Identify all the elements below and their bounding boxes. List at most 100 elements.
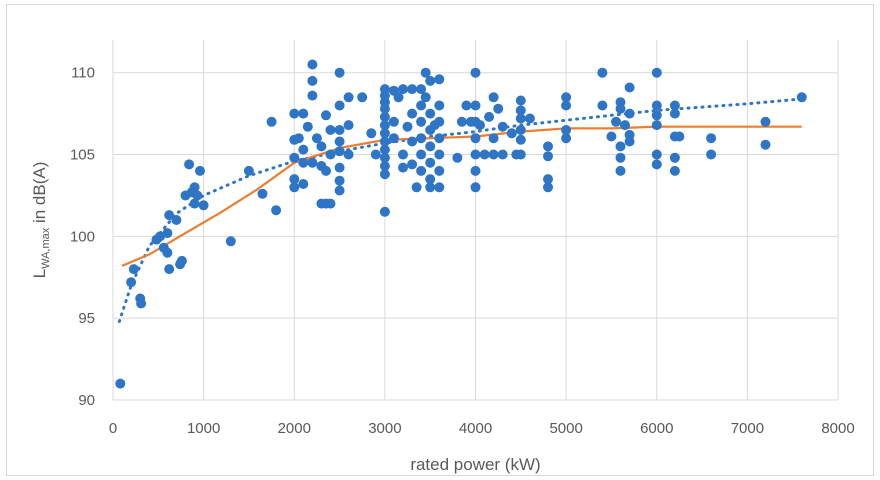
y-axis-title-subscript: WA,max <box>40 227 52 269</box>
data-point <box>366 128 377 139</box>
data-point <box>425 157 436 168</box>
data-point <box>393 92 404 103</box>
data-point <box>543 141 553 152</box>
x-tick-label: 2000 <box>278 420 311 437</box>
data-point <box>488 92 499 103</box>
data-point <box>425 182 436 193</box>
data-point <box>379 111 390 122</box>
data-point <box>493 103 504 114</box>
y-tick-labels: 90 95 100 105 110 <box>70 65 95 409</box>
data-point <box>388 133 399 144</box>
data-point <box>379 103 390 114</box>
data-point <box>760 116 771 127</box>
x-tick-labels: 0 1000 2000 3000 4000 5000 6000 7000 8000 <box>109 420 855 437</box>
data-point <box>379 169 390 180</box>
trend-line-layer <box>117 97 804 323</box>
data-point <box>475 120 485 131</box>
data-point <box>388 116 399 127</box>
data-point <box>171 215 182 225</box>
x-tick-label: 4000 <box>459 420 492 437</box>
data-point <box>257 188 268 199</box>
data-point <box>407 84 418 95</box>
data-point <box>597 67 608 78</box>
data-point <box>606 131 617 142</box>
data-point <box>543 182 553 193</box>
data-point <box>302 121 313 132</box>
data-point <box>298 157 309 168</box>
data-point <box>615 165 626 176</box>
data-point <box>321 165 331 176</box>
data-point <box>195 165 205 176</box>
data-point <box>615 103 626 114</box>
data-point <box>561 92 572 103</box>
data-point <box>379 136 390 147</box>
data-point <box>420 67 431 78</box>
data-point <box>407 159 418 170</box>
x-tick-label: 1000 <box>187 420 220 437</box>
data-point <box>479 149 490 160</box>
data-point <box>184 159 195 170</box>
data-point <box>321 110 331 121</box>
data-point <box>674 131 685 142</box>
data-point <box>343 120 354 131</box>
fit-line-layer <box>121 125 802 267</box>
data-point <box>470 182 481 193</box>
data-point <box>271 205 282 216</box>
data-point <box>515 105 526 116</box>
data-point <box>461 100 472 111</box>
data-point <box>189 198 200 209</box>
data-point <box>325 149 336 160</box>
data-point <box>334 162 345 173</box>
data-point <box>325 198 336 209</box>
x-axis-title: rated power (kW) <box>410 455 540 474</box>
data-point <box>515 149 526 160</box>
fit-line <box>121 125 802 267</box>
data-point <box>456 116 467 127</box>
data-point <box>561 133 572 144</box>
data-point <box>225 236 236 247</box>
x-tick-label: 8000 <box>821 420 854 437</box>
x-tick-label: 7000 <box>731 420 764 437</box>
data-point <box>706 149 717 160</box>
data-point <box>611 116 621 127</box>
data-point <box>164 210 175 221</box>
data-point <box>624 108 635 119</box>
data-point <box>126 277 137 288</box>
data-point <box>243 165 254 176</box>
data-point <box>307 59 318 70</box>
data-point <box>597 100 608 111</box>
data-point <box>434 100 445 111</box>
data-point <box>416 100 427 111</box>
data-point <box>334 146 345 157</box>
data-point <box>334 100 345 111</box>
data-point <box>706 133 717 144</box>
points-layer <box>115 59 807 389</box>
data-point <box>425 108 436 119</box>
data-point <box>434 116 445 127</box>
data-point <box>669 152 680 163</box>
data-point <box>515 113 526 124</box>
y-axis-title-main: L <box>30 269 49 278</box>
data-point <box>334 175 345 186</box>
data-point <box>624 82 635 93</box>
data-point <box>289 174 300 185</box>
data-point <box>624 136 635 147</box>
data-point <box>307 90 318 101</box>
data-point <box>434 74 445 85</box>
y-tick-label: 90 <box>78 392 95 409</box>
data-point <box>488 149 499 160</box>
data-point <box>379 128 390 139</box>
data-point <box>402 121 413 132</box>
y-axis-title-suffix: in dB(A) <box>30 162 49 228</box>
data-point <box>425 174 436 185</box>
data-point <box>543 151 553 162</box>
data-point <box>434 182 445 193</box>
data-point <box>669 108 680 119</box>
data-point <box>307 157 318 168</box>
data-point <box>651 159 662 170</box>
data-point <box>176 255 187 266</box>
data-point <box>470 133 481 144</box>
gridlines <box>112 40 839 401</box>
data-point <box>620 120 630 131</box>
